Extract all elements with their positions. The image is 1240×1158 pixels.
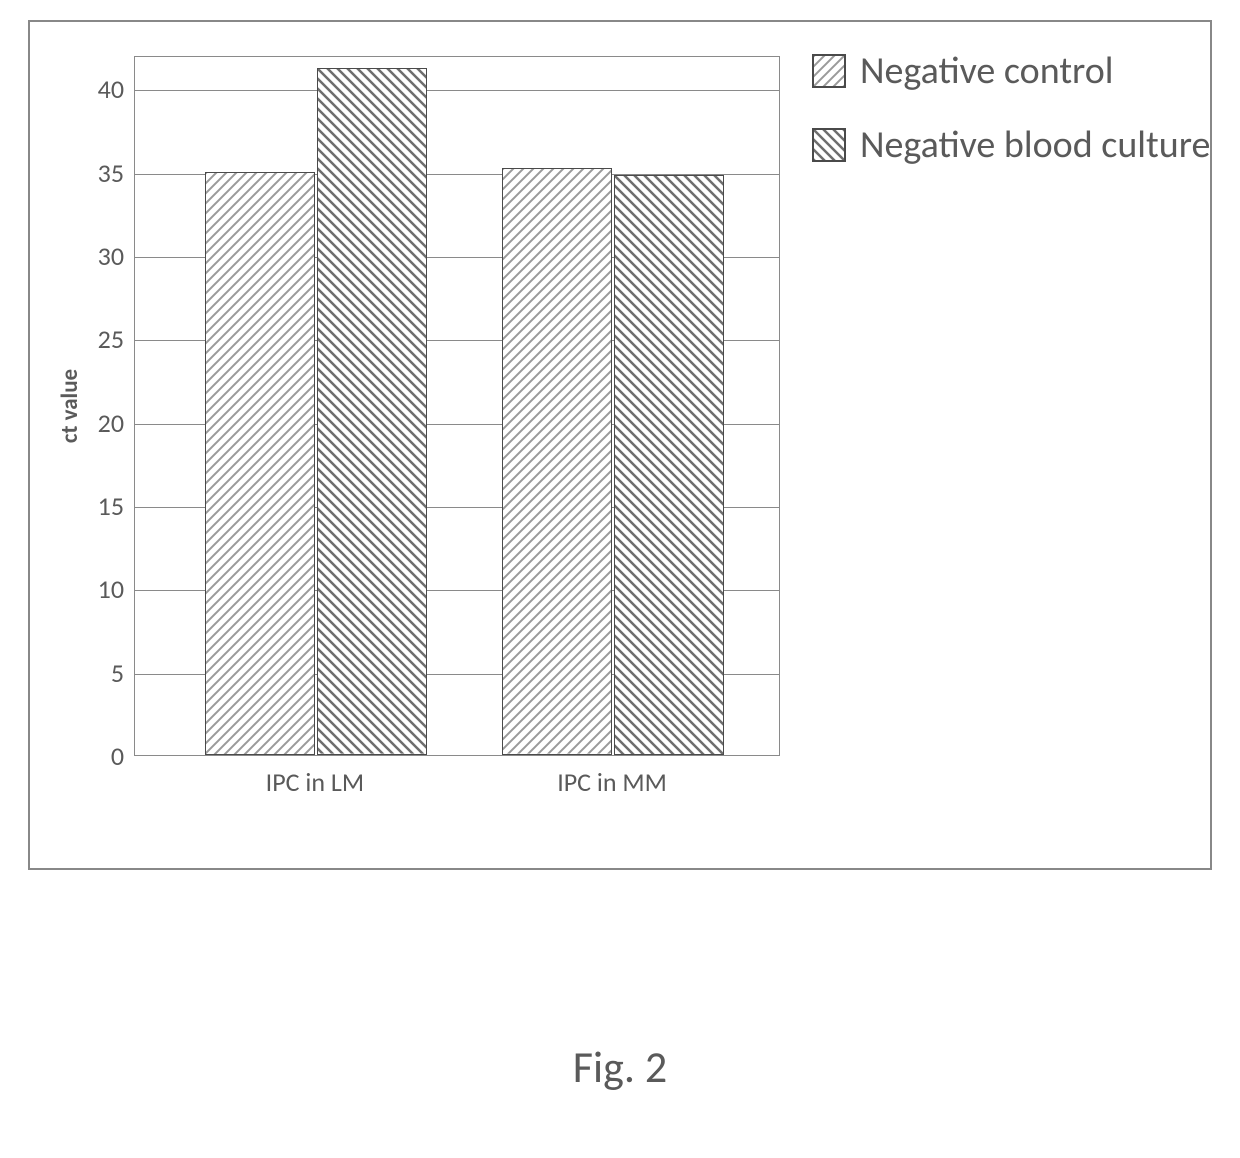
x-category-label: IPC in MM: [557, 766, 667, 798]
bar: [502, 168, 612, 755]
y-tick-label: 5: [111, 657, 124, 689]
y-tick-label: 10: [98, 573, 124, 605]
y-tick-label: 40: [98, 73, 124, 105]
gridline: [135, 90, 779, 91]
y-axis-title: ct value: [56, 369, 84, 443]
legend-item: Negative control: [812, 48, 1212, 96]
y-tick-label: 0: [111, 740, 124, 772]
legend-label: Negative control: [860, 48, 1113, 96]
figure-caption: Fig. 2: [0, 1040, 1240, 1094]
y-tick-label: 35: [98, 157, 124, 189]
y-tick-label: 25: [98, 323, 124, 355]
chart-frame: ct value IPC in LM IPC in MM Negative co…: [28, 20, 1212, 870]
y-tick-label: 20: [98, 407, 124, 439]
bar: [317, 68, 427, 755]
legend-swatch-icon: [812, 54, 846, 88]
bar: [614, 175, 724, 755]
plot-area: [134, 56, 780, 756]
y-tick-label: 15: [98, 490, 124, 522]
legend-swatch-icon: [812, 128, 846, 162]
legend-item: Negative blood culture: [812, 122, 1212, 170]
bar: [205, 172, 315, 755]
legend: Negative control Negative blood culture: [812, 48, 1212, 195]
legend-label: Negative blood culture: [860, 122, 1210, 170]
y-tick-label: 30: [98, 240, 124, 272]
x-category-label: IPC in LM: [266, 766, 364, 798]
